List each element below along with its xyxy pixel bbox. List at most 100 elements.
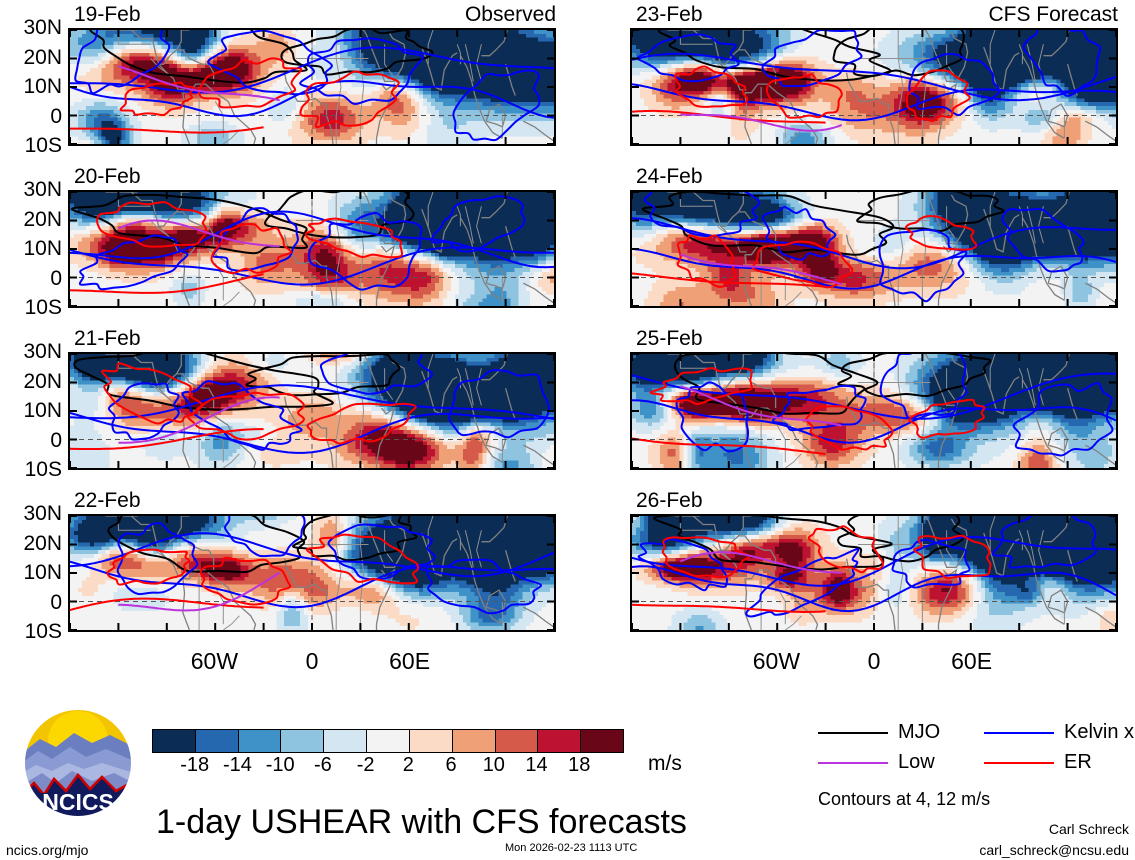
er-contour (632, 109, 826, 124)
y-axis-tick-label: 30N (0, 503, 62, 524)
kelvin-contour (74, 30, 171, 95)
kelvin-contour (70, 80, 554, 119)
y-axis-tick-label: 20N (0, 47, 62, 68)
low-contour (680, 385, 842, 427)
er-contour (765, 73, 843, 119)
er-contour (299, 70, 400, 129)
low-contour (118, 396, 280, 444)
kelvin-contour (70, 532, 554, 578)
y-axis-tick-label: 20N (0, 209, 62, 230)
kelvin-contour (991, 516, 1098, 569)
coastlines (679, 354, 1065, 468)
legend-line-mjo (818, 732, 888, 734)
axis-ticks (632, 516, 1116, 630)
mjo-contour (837, 354, 992, 398)
colorbar-tick-label: -10 (255, 755, 305, 775)
axis-ticks (632, 354, 1116, 468)
panel-date-label: 25-Feb (636, 328, 703, 349)
colorbar-segment (237, 730, 281, 752)
er-contour (904, 215, 978, 251)
coastlines (667, 30, 1116, 144)
ncics-logo-svg: NCICS (23, 708, 133, 818)
kelvin-contour (632, 372, 1116, 420)
map-canvas (70, 30, 554, 144)
colorbar-segment (451, 730, 495, 752)
y-axis-tick-label: 10S (0, 459, 62, 480)
er-contour (101, 362, 203, 425)
kelvin-contour (761, 206, 837, 261)
er-contour (632, 603, 826, 613)
mjo-contour (107, 516, 306, 574)
er-contour (661, 536, 751, 579)
panel-date-label: 26-Feb (636, 490, 703, 511)
kelvin-contour (643, 192, 761, 238)
mjo-contour (837, 516, 965, 563)
author-email[interactable]: carl_schreck@ncsu.edu (979, 843, 1129, 857)
er-contour (632, 437, 826, 455)
x-axis-tick-label: 60E (360, 650, 460, 673)
colorbar-segment (408, 730, 452, 752)
low-contour (118, 65, 280, 102)
y-axis-tick-label: 10S (0, 297, 62, 318)
y-axis-tick-label: 10N (0, 562, 62, 583)
colorbar-tick-label: 2 (383, 755, 433, 775)
mjo-contour (245, 354, 401, 397)
y-axis-tick-label: 10N (0, 400, 62, 421)
map-panel (68, 190, 556, 308)
author-name: Carl Schreck (1049, 822, 1129, 836)
kelvin-contour (878, 228, 968, 303)
x-axis-tick-label: 60W (726, 650, 826, 673)
y-axis-tick-label: 30N (0, 17, 62, 38)
panel-date-label: 23-Feb (636, 4, 703, 25)
timestamp: Mon 2026-02-23 1113 UTC (505, 843, 637, 854)
kelvin-contour (70, 384, 554, 420)
er-contour (70, 273, 264, 294)
kelvin-contour (632, 399, 1116, 444)
er-contour (751, 240, 854, 289)
low-contour (680, 113, 843, 132)
y-axis-tick-label: 10N (0, 238, 62, 259)
panel-date-label: 21-Feb (74, 328, 141, 349)
legend-label: MJO (898, 722, 940, 742)
er-contour (632, 272, 826, 288)
contour-note: Contours at 4, 12 m/s (818, 790, 990, 808)
er-contour (649, 367, 753, 405)
kelvin-contour (70, 46, 554, 94)
er-contour (905, 69, 971, 123)
low-contour (680, 551, 842, 574)
low-contour (118, 571, 281, 612)
y-axis-tick-label: 20N (0, 371, 62, 392)
er-contour (70, 126, 264, 134)
mjo-contour (280, 30, 434, 76)
colorbar-segment (494, 730, 538, 752)
main-title: 1-day USHEAR with CFS forecasts (156, 805, 687, 839)
ncics-logo[interactable]: NCICS (22, 707, 134, 819)
kelvin-contour (70, 246, 554, 286)
colorbar-tick-label: -6 (298, 755, 348, 775)
y-axis-tick-label: 10N (0, 76, 62, 97)
map-panel (630, 514, 1118, 632)
map-canvas (632, 30, 1116, 144)
mjo-contour (89, 30, 308, 84)
coastlines (679, 516, 1065, 630)
kelvin-contour (637, 538, 728, 592)
axis-ticks (70, 516, 554, 630)
y-axis-tick-label: 0 (0, 268, 62, 289)
kelvin-contour (452, 69, 541, 142)
kelvin-contour (116, 522, 199, 596)
kelvin-contour (632, 247, 1116, 290)
axis-ticks (632, 30, 1116, 144)
er-contour (96, 201, 208, 248)
map-panel (630, 352, 1118, 470)
er-contour (70, 597, 264, 611)
colorbar-tick-label: 18 (554, 755, 604, 775)
legend-line-kelvin-x2 (984, 732, 1054, 734)
axis-ticks (70, 192, 554, 306)
er-contour (199, 556, 292, 606)
colorbar-tick-label: -14 (212, 755, 262, 775)
y-axis-tick-label: 30N (0, 179, 62, 200)
panel-date-label: 22-Feb (74, 490, 141, 511)
mjo-contour (673, 354, 879, 415)
site-url[interactable]: ncics.org/mjo (6, 843, 88, 857)
colorbar-segment (366, 730, 409, 752)
